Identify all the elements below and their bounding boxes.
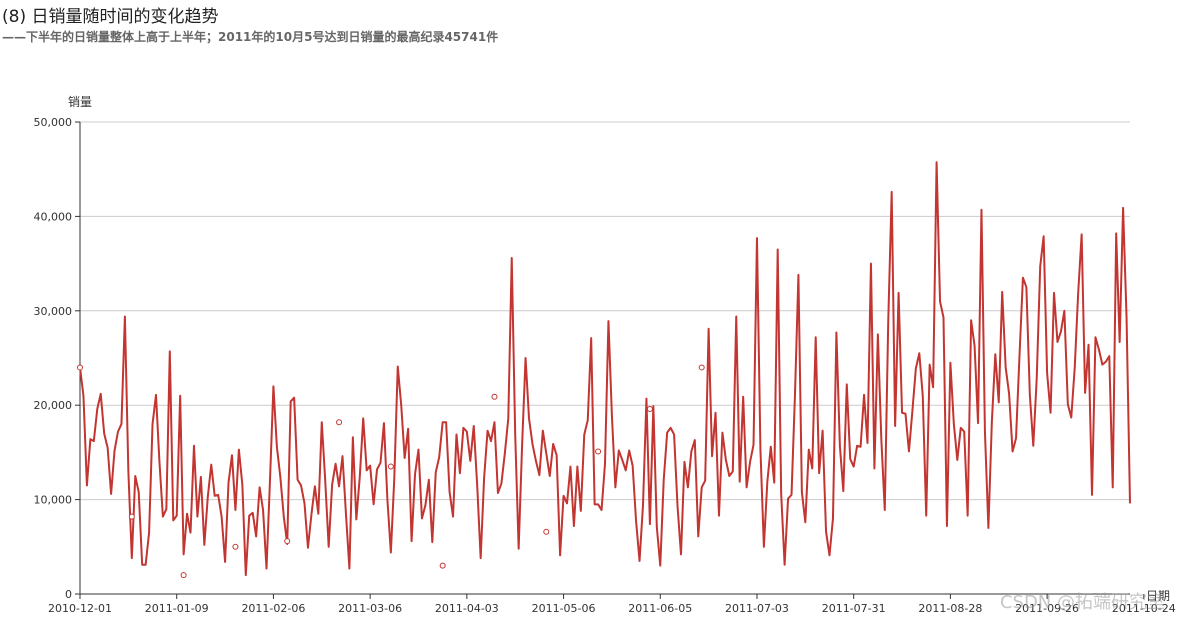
data-point-marker xyxy=(128,513,135,520)
x-tick-label: 2011-07-03 xyxy=(725,602,789,615)
x-tick-label: 2011-10-24 xyxy=(1112,602,1176,615)
x-tick-label: 2011-06-05 xyxy=(628,602,692,615)
data-point-marker xyxy=(543,528,550,535)
data-point-marker xyxy=(595,448,602,455)
x-tick-label: 2011-09-26 xyxy=(1015,602,1079,615)
y-tick-label: 40,000 xyxy=(34,210,73,223)
y-axis-label: 销量 xyxy=(68,95,93,109)
x-tick-label: 2011-05-06 xyxy=(532,602,596,615)
y-tick-label: 20,000 xyxy=(34,399,73,412)
x-tick-label: 2011-03-06 xyxy=(338,602,402,615)
data-point-marker xyxy=(232,543,239,550)
x-tick-label: 2011-08-28 xyxy=(918,602,982,615)
data-point-marker xyxy=(180,572,187,579)
x-tick-label: 2011-01-09 xyxy=(145,602,209,615)
data-point-marker xyxy=(77,364,83,371)
series-line xyxy=(79,161,1131,577)
watermark: CSDN @拓端研究室 xyxy=(999,592,1165,613)
y-tick-label: 0 xyxy=(65,588,72,601)
x-tick-label: 2010-12-01 xyxy=(48,602,112,615)
chart-subtitle: ——下半年的日销量整体上高于上半年；2011年的10月5号达到日销量的最高纪录4… xyxy=(2,30,499,44)
x-tick-label: 2011-07-31 xyxy=(822,602,886,615)
y-tick-label: 50,000 xyxy=(34,116,73,129)
data-point-marker xyxy=(387,463,394,470)
y-tick-label: 30,000 xyxy=(34,305,73,318)
data-point-marker xyxy=(646,405,653,412)
data-point-marker xyxy=(336,419,343,426)
chart-title: (8) 日销量随时间的变化趋势 xyxy=(2,7,219,27)
data-point-marker xyxy=(284,538,291,545)
data-point-marker xyxy=(698,364,705,371)
data-point-marker xyxy=(491,393,498,400)
data-point-marker xyxy=(439,562,446,569)
x-axis-label: 日期 xyxy=(1146,589,1171,603)
y-tick-label: 10,000 xyxy=(34,494,73,507)
x-tick-label: 2011-04-03 xyxy=(435,602,499,615)
x-tick-label: 2011-02-06 xyxy=(241,602,305,615)
